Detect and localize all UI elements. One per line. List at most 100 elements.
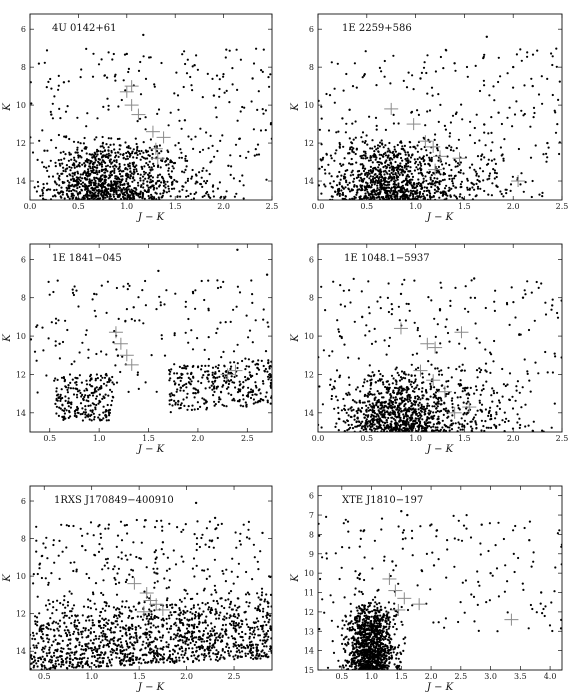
field-star <box>75 393 79 396</box>
field-star <box>239 404 242 407</box>
field-star <box>121 178 124 181</box>
field-star <box>493 158 496 161</box>
field-star <box>413 423 416 426</box>
field-star <box>107 51 110 54</box>
field-star <box>452 184 455 187</box>
field-star <box>265 178 268 181</box>
field-star <box>532 420 535 423</box>
field-star <box>88 383 91 386</box>
field-star <box>393 183 396 186</box>
field-star <box>424 412 427 416</box>
field-star <box>369 179 373 182</box>
field-star <box>191 89 194 92</box>
field-star <box>372 417 375 420</box>
field-star <box>329 182 332 185</box>
field-star <box>429 382 432 385</box>
field-star <box>352 173 355 176</box>
field-star <box>245 403 248 406</box>
field-star <box>169 636 172 639</box>
field-star <box>251 341 254 344</box>
field-star <box>118 172 122 176</box>
field-star <box>387 344 391 348</box>
field-star <box>89 167 92 170</box>
field-star <box>185 386 188 389</box>
field-star <box>408 309 411 312</box>
field-star <box>461 118 464 121</box>
field-star <box>215 116 218 119</box>
field-star <box>95 373 98 376</box>
field-star <box>42 165 46 168</box>
field-star <box>332 280 335 283</box>
field-star <box>365 134 368 137</box>
field-star <box>488 174 491 177</box>
field-star <box>346 429 349 432</box>
field-star <box>69 381 72 384</box>
field-star <box>374 173 377 176</box>
field-star <box>87 606 90 609</box>
field-star <box>362 425 365 428</box>
field-star <box>432 429 435 432</box>
field-star <box>534 144 537 147</box>
field-star <box>498 423 501 426</box>
field-star <box>385 353 388 356</box>
field-star <box>400 410 403 413</box>
field-star <box>155 198 158 200</box>
field-star <box>418 418 421 421</box>
field-star <box>61 409 64 412</box>
bright-star <box>453 62 456 65</box>
field-star <box>383 59 386 63</box>
field-star <box>479 393 482 396</box>
candidate-marker <box>406 118 421 131</box>
field-star <box>110 399 114 402</box>
field-star <box>85 174 88 177</box>
field-star <box>450 428 454 431</box>
field-star <box>60 647 63 650</box>
field-star <box>119 645 122 648</box>
field-star <box>407 154 410 157</box>
field-star <box>69 169 72 172</box>
field-star <box>413 419 416 422</box>
field-star <box>373 150 376 153</box>
field-star <box>381 413 384 416</box>
field-star <box>215 331 218 335</box>
field-star <box>335 422 338 425</box>
field-star <box>219 656 222 659</box>
field-star <box>51 175 55 178</box>
field-star <box>177 383 181 386</box>
field-star <box>98 401 101 404</box>
field-star <box>402 180 405 183</box>
field-star <box>73 159 76 162</box>
field-star <box>430 156 433 159</box>
field-star <box>59 399 62 402</box>
field-star <box>196 389 200 392</box>
field-star <box>374 158 377 161</box>
field-star <box>176 403 180 406</box>
field-star <box>387 310 390 314</box>
field-star <box>171 180 174 183</box>
field-star <box>146 180 149 183</box>
field-star <box>211 77 214 80</box>
field-star <box>167 150 170 154</box>
field-star <box>456 165 459 168</box>
field-star <box>397 411 400 414</box>
field-star <box>428 404 431 407</box>
field-star <box>391 158 394 161</box>
field-star <box>402 399 405 402</box>
field-star <box>414 378 417 381</box>
y-tick-label: 12 <box>16 139 26 148</box>
field-star <box>502 195 505 198</box>
field-star <box>199 127 202 130</box>
field-star <box>380 153 383 157</box>
field-star <box>384 176 387 179</box>
field-star <box>367 406 370 409</box>
field-star <box>269 402 272 405</box>
field-star <box>36 391 39 394</box>
field-star <box>204 370 207 373</box>
field-star <box>363 416 366 419</box>
field-star <box>372 404 375 407</box>
field-star <box>379 407 382 410</box>
field-star <box>376 300 379 303</box>
field-star <box>207 279 210 282</box>
field-star <box>453 158 456 161</box>
field-star <box>84 394 87 397</box>
